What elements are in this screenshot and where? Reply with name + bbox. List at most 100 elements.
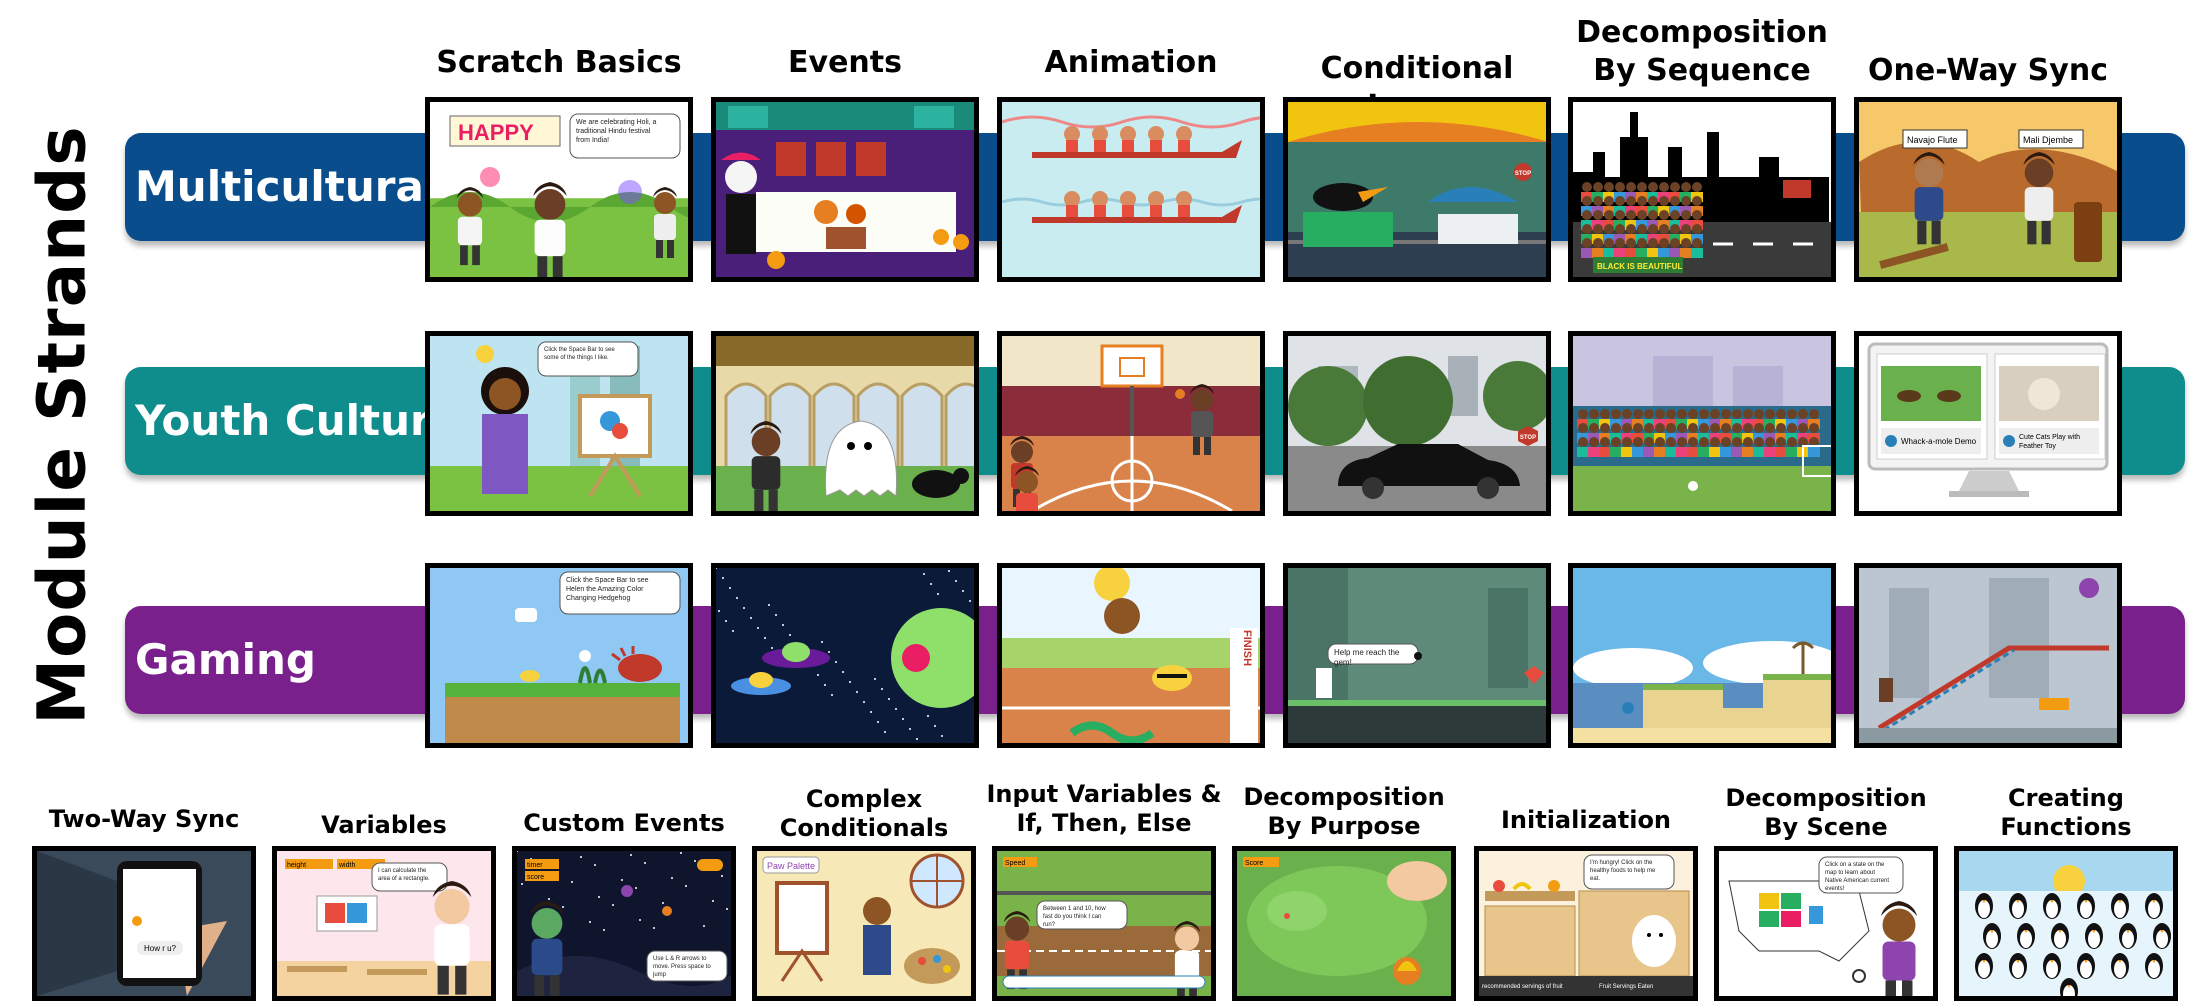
scene-text: recommended servings of fruit bbox=[1482, 984, 1563, 990]
bottom-title-line: Two-Way Sync bbox=[48, 805, 240, 833]
module-thumbnail[interactable]: FINISH bbox=[997, 563, 1265, 748]
scene-text: events! bbox=[1825, 886, 1845, 892]
bottom-module-title: Initialization bbox=[1461, 806, 1711, 835]
module-thumbnail[interactable]: Click on a state on the map to learn abou… bbox=[1714, 846, 1938, 1001]
scene-text: from India! bbox=[576, 137, 609, 144]
scene-text: STOP bbox=[1515, 171, 1531, 177]
module-thumbnail[interactable]: BLACK IS BEAUTIFUL bbox=[1568, 97, 1836, 282]
scene-text: Between 1 and 10, how bbox=[1043, 906, 1106, 912]
bottom-module-title: Variables bbox=[259, 811, 509, 840]
module-thumbnail[interactable]: Click the Space Bar to see some of the th… bbox=[425, 331, 693, 516]
scene-text: Help me reach the bbox=[1334, 648, 1400, 657]
scene-text: Use L & R arrows to bbox=[653, 956, 707, 962]
bottom-title-line: By Purpose bbox=[1267, 812, 1421, 840]
column-header-2: Events bbox=[695, 44, 995, 82]
column-header-line: Animation bbox=[1044, 45, 1218, 80]
bottom-module-title: Decomposition By Purpose bbox=[1219, 783, 1469, 841]
module-thumbnail[interactable]: Score bbox=[1232, 846, 1456, 1001]
scene-text: Feather Toy bbox=[2019, 443, 2056, 450]
scene-text: area of a rectangle. bbox=[378, 876, 430, 882]
scene-text: HAPPY bbox=[458, 120, 534, 145]
bottom-title-line: Decomposition bbox=[1725, 784, 1927, 812]
scene-text: traditional Hindu festival bbox=[576, 128, 651, 135]
scene-text: timer bbox=[527, 862, 543, 869]
scene-text: Click on a state on the bbox=[1825, 862, 1885, 868]
scene-text: Mali Djembe bbox=[2023, 135, 2073, 145]
bottom-title-line: Conditionals bbox=[779, 814, 949, 842]
scene-text: move. Press space to bbox=[653, 964, 711, 970]
scene-text: I can calculate the bbox=[378, 868, 427, 874]
scene-text: fast do you think I can bbox=[1043, 914, 1101, 920]
module-thumbnail[interactable] bbox=[1954, 846, 2178, 1001]
scene-text: BLACK IS BEAUTIFUL bbox=[1597, 262, 1682, 271]
scene-text: run? bbox=[1043, 922, 1056, 928]
strand-label-1: Multicultural bbox=[135, 162, 439, 211]
column-header-1: Scratch Basics bbox=[409, 44, 709, 82]
column-header-5: Decomposition By Sequence bbox=[1552, 14, 1852, 90]
module-thumbnail[interactable]: Speed Between 1 and 10, how fast do you th… bbox=[992, 846, 1216, 1001]
module-thumbnail[interactable] bbox=[997, 97, 1265, 282]
module-thumbnail[interactable] bbox=[1568, 331, 1836, 516]
scene-text: Click the Space Bar to see bbox=[544, 347, 615, 353]
module-thumbnail[interactable] bbox=[711, 563, 979, 748]
bottom-module-title: Two-Way Sync bbox=[19, 805, 269, 834]
scene-text: Speed bbox=[1005, 860, 1025, 867]
bottom-title-line: Input Variables & bbox=[986, 780, 1222, 808]
module-thumbnail[interactable]: height width I can calculate the area of a … bbox=[272, 846, 496, 1001]
module-strands-title: Module Strands bbox=[23, 125, 101, 725]
module-thumbnail[interactable] bbox=[711, 331, 979, 516]
column-header-line: Events bbox=[788, 45, 902, 80]
scene-text: Changing Hedgehog bbox=[566, 595, 630, 602]
column-header-line: By Sequence bbox=[1593, 53, 1811, 88]
scene-text: width bbox=[338, 862, 355, 869]
column-header-line: One-Way Sync bbox=[1868, 53, 2108, 88]
module-thumbnail[interactable]: HAPPY We are celebrating Holi, a tradition… bbox=[425, 97, 693, 282]
module-thumbnail[interactable]: Help me reach the gem! bbox=[1283, 563, 1551, 748]
module-thumbnail[interactable] bbox=[997, 331, 1265, 516]
strand-label-3: Gaming bbox=[135, 635, 316, 684]
scene-text: Whack-a-mole Demo bbox=[1901, 437, 1977, 446]
scene-text: Fruit Servings Eaten bbox=[1599, 984, 1653, 990]
scene-text: height bbox=[287, 862, 306, 869]
bottom-title-line: Functions bbox=[2000, 813, 2132, 841]
module-thumbnail[interactable]: How r u? bbox=[32, 846, 256, 1001]
bottom-module-title: Decomposition By Scene bbox=[1701, 784, 1951, 842]
module-thumbnail[interactable] bbox=[1568, 563, 1836, 748]
scene-text: healthy foods to help me bbox=[1590, 868, 1656, 874]
bottom-title-line: Initialization bbox=[1500, 806, 1672, 834]
scene-text: some of the things I like. bbox=[544, 355, 609, 361]
module-thumbnail[interactable] bbox=[1854, 563, 2122, 748]
strand-label-2: Youth Culture bbox=[135, 396, 460, 445]
scene-text: map to learn about bbox=[1825, 870, 1875, 876]
scene-text: gem! bbox=[1334, 658, 1352, 667]
scene-text: eat. bbox=[1590, 876, 1600, 882]
bottom-module-title: Custom Events bbox=[499, 809, 749, 838]
module-thumbnail[interactable]: STOP bbox=[1283, 331, 1551, 516]
scene-text: How r u? bbox=[144, 944, 177, 953]
module-thumbnail[interactable]: Paw Palette bbox=[752, 846, 976, 1001]
scene-text: jump bbox=[652, 972, 667, 978]
scene-text: We are celebrating Holi, a bbox=[576, 119, 657, 126]
scene-text: Score bbox=[1245, 860, 1263, 867]
bottom-title-line: Custom Events bbox=[523, 809, 725, 837]
module-thumbnail[interactable]: timer score Use L & R arrows to move. Press… bbox=[512, 846, 736, 1001]
scene-text: Native American current bbox=[1825, 878, 1889, 884]
bottom-title-line: Variables bbox=[321, 811, 447, 839]
module-thumbnail[interactable]: Click the Space Bar to see Helen the Amaz… bbox=[425, 563, 693, 748]
column-header-line: Decomposition bbox=[1576, 15, 1828, 50]
scene-text: score bbox=[527, 874, 544, 881]
column-header-line: Scratch Basics bbox=[436, 45, 682, 80]
module-thumbnail[interactable]: I'm hungry! Click on the healthy foods to… bbox=[1474, 846, 1698, 1001]
scene-text: Cute Cats Play with bbox=[2019, 434, 2080, 441]
bottom-title-line: Complex bbox=[805, 785, 923, 813]
module-thumbnail[interactable]: Whack-a-mole Demo Cute Cats Play with Fea… bbox=[1854, 331, 2122, 516]
scene-text: Helen the Amazing Color bbox=[566, 586, 644, 593]
module-thumbnail[interactable]: STOP bbox=[1283, 97, 1551, 282]
scene-text: STOP bbox=[1520, 435, 1536, 441]
bottom-module-title: Complex Conditionals bbox=[739, 785, 989, 843]
module-thumbnail[interactable]: Navajo Flute Mali Djembe bbox=[1854, 97, 2122, 282]
bottom-module-title: Input Variables & If, Then, Else bbox=[979, 780, 1229, 838]
bottom-title-line: Creating bbox=[2008, 784, 2124, 812]
bottom-title-line: By Scene bbox=[1764, 813, 1888, 841]
module-thumbnail[interactable] bbox=[711, 97, 979, 282]
